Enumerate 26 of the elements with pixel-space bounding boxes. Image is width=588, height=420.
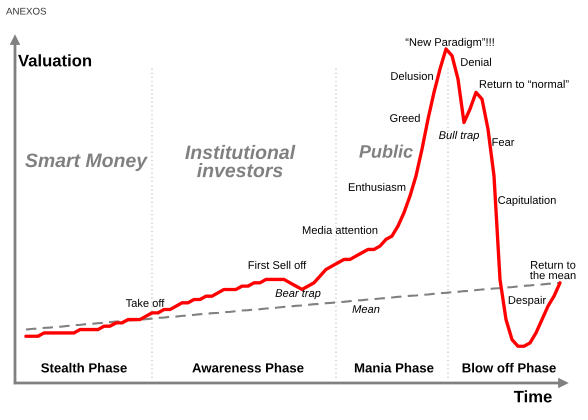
annotation: Enthusiasm xyxy=(348,182,406,191)
text: ANEXOS xyxy=(6,8,46,15)
annotation: Despair xyxy=(508,296,546,306)
annotation: Mania Phase xyxy=(354,362,434,373)
annotation: Smart Money xyxy=(25,153,148,172)
annotation: Awareness Phase xyxy=(192,362,304,373)
annotation: Take off xyxy=(126,298,164,307)
annotation: Return to “normal” xyxy=(480,80,569,88)
annotation: Denial xyxy=(461,58,492,66)
annotation: First Sell off xyxy=(248,260,306,269)
y-axis-title: Valuation xyxy=(18,54,92,66)
annotation: Greed xyxy=(390,114,420,122)
x-axis-title: Time xyxy=(514,390,552,402)
annotation: Blow off Phase xyxy=(462,362,556,373)
annotation: Bear trap xyxy=(275,289,320,300)
text: “New Paradigm”!!! xyxy=(406,38,494,48)
annotation: Public xyxy=(359,144,413,158)
annotation: Stealth Phase xyxy=(41,362,127,373)
annotation: Return to the mean xyxy=(530,261,576,280)
annotation: Media attention xyxy=(302,226,378,234)
annotation: Institutional investors xyxy=(185,144,296,178)
annotation: Mean xyxy=(352,305,380,313)
annotation: Bull trap xyxy=(438,130,480,142)
annotation: Capitulation xyxy=(498,196,556,206)
annotation: Delusion xyxy=(391,72,433,80)
annotation: Fear xyxy=(492,138,514,146)
